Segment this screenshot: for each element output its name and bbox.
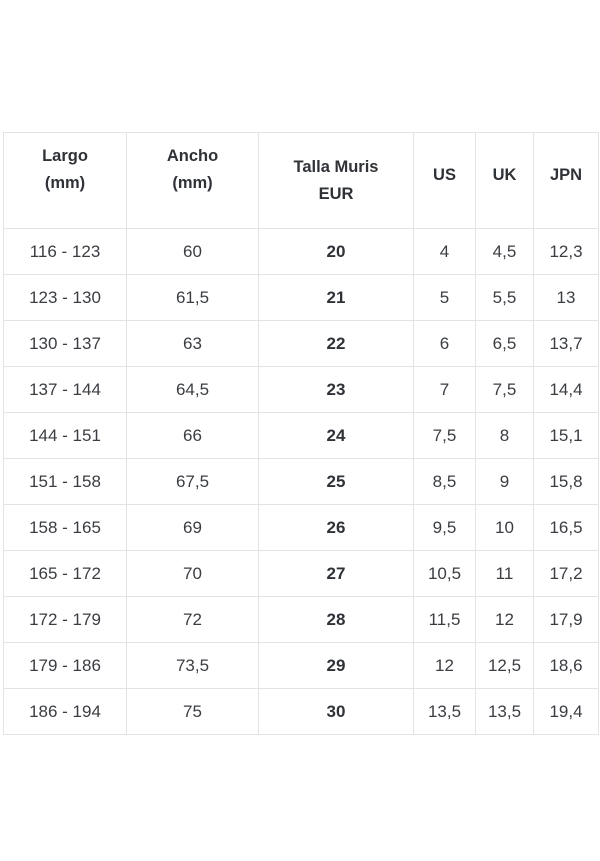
table-row: 123 - 130 61,5 21 5 5,5 13 (3, 274, 599, 321)
cell-largo: 151 - 158 (3, 458, 127, 505)
cell-jpn: 19,4 (533, 688, 599, 735)
cell-uk: 12,5 (475, 642, 534, 689)
cell-jpn: 16,5 (533, 504, 599, 551)
cell-jpn: 12,3 (533, 228, 599, 275)
cell-ancho: 72 (126, 596, 259, 643)
header-talla-eur-line1: Talla Muris (293, 157, 379, 176)
header-ancho-line2: (mm) (172, 174, 213, 192)
cell-uk: 13,5 (475, 688, 534, 735)
table-row: 158 - 165 69 26 9,5 10 16,5 (3, 504, 599, 551)
cell-ancho: 69 (126, 504, 259, 551)
cell-uk: 4,5 (475, 228, 534, 275)
table-row: 137 - 144 64,5 23 7 7,5 14,4 (3, 366, 599, 413)
cell-us: 10,5 (413, 550, 476, 597)
cell-talla-eur: 28 (258, 596, 414, 643)
cell-ancho: 63 (126, 320, 259, 367)
cell-uk: 12 (475, 596, 534, 643)
cell-talla-eur: 26 (258, 504, 414, 551)
cell-uk: 10 (475, 504, 534, 551)
cell-ancho: 75 (126, 688, 259, 735)
header-talla-eur: Talla Muris EUR (258, 132, 414, 229)
cell-talla-eur: 30 (258, 688, 414, 735)
cell-uk: 11 (475, 550, 534, 597)
size-chart-table: Largo (mm) Ancho (mm) Talla Muris EUR US UK JPN … (3, 132, 599, 735)
cell-talla-eur: 20 (258, 228, 414, 275)
cell-us: 4 (413, 228, 476, 275)
cell-us: 8,5 (413, 458, 476, 505)
cell-jpn: 13 (533, 274, 599, 321)
cell-largo: 158 - 165 (3, 504, 127, 551)
cell-largo: 137 - 144 (3, 366, 127, 413)
table-row: 179 - 186 73,5 29 12 12,5 18,6 (3, 642, 599, 689)
cell-talla-eur: 24 (258, 412, 414, 459)
cell-talla-eur: 29 (258, 642, 414, 689)
cell-uk: 9 (475, 458, 534, 505)
cell-jpn: 17,2 (533, 550, 599, 597)
cell-jpn: 18,6 (533, 642, 599, 689)
cell-talla-eur: 23 (258, 366, 414, 413)
header-uk: UK (475, 132, 534, 229)
cell-largo: 165 - 172 (3, 550, 127, 597)
cell-talla-eur: 22 (258, 320, 414, 367)
header-ancho: Ancho (mm) (126, 132, 259, 229)
header-row: Largo (mm) Ancho (mm) Talla Muris EUR US UK JPN (3, 132, 599, 229)
cell-largo: 179 - 186 (3, 642, 127, 689)
header-largo-line1: Largo (42, 147, 88, 165)
header-largo: Largo (mm) (3, 132, 127, 229)
table-row: 144 - 151 66 24 7,5 8 15,1 (3, 412, 599, 459)
cell-ancho: 61,5 (126, 274, 259, 321)
table-row: 165 - 172 70 27 10,5 11 17,2 (3, 550, 599, 597)
header-us: US (413, 132, 476, 229)
cell-jpn: 17,9 (533, 596, 599, 643)
cell-us: 13,5 (413, 688, 476, 735)
cell-largo: 123 - 130 (3, 274, 127, 321)
cell-uk: 6,5 (475, 320, 534, 367)
header-jpn-line1: JPN (549, 166, 583, 184)
cell-largo: 144 - 151 (3, 412, 127, 459)
cell-us: 7,5 (413, 412, 476, 459)
table-row: 130 - 137 63 22 6 6,5 13,7 (3, 320, 599, 367)
table-row: 172 - 179 72 28 11,5 12 17,9 (3, 596, 599, 643)
cell-jpn: 14,4 (533, 366, 599, 413)
header-largo-line2: (mm) (44, 174, 86, 192)
cell-us: 9,5 (413, 504, 476, 551)
header-jpn: JPN (533, 132, 599, 229)
cell-ancho: 67,5 (126, 458, 259, 505)
cell-ancho: 73,5 (126, 642, 259, 689)
table-row: 186 - 194 75 30 13,5 13,5 19,4 (3, 688, 599, 735)
cell-talla-eur: 21 (258, 274, 414, 321)
table-row: 151 - 158 67,5 25 8,5 9 15,8 (3, 458, 599, 505)
table-row: 116 - 123 60 20 4 4,5 12,3 (3, 228, 599, 275)
cell-ancho: 64,5 (126, 366, 259, 413)
header-ancho-line1: Ancho (166, 147, 219, 165)
cell-us: 5 (413, 274, 476, 321)
cell-uk: 5,5 (475, 274, 534, 321)
cell-jpn: 15,1 (533, 412, 599, 459)
cell-uk: 7,5 (475, 366, 534, 413)
cell-us: 11,5 (413, 596, 476, 643)
cell-ancho: 66 (126, 412, 259, 459)
cell-jpn: 13,7 (533, 320, 599, 367)
cell-largo: 186 - 194 (3, 688, 127, 735)
cell-jpn: 15,8 (533, 458, 599, 505)
header-uk-line1: UK (492, 166, 517, 184)
cell-largo: 130 - 137 (3, 320, 127, 367)
cell-ancho: 60 (126, 228, 259, 275)
cell-talla-eur: 25 (258, 458, 414, 505)
cell-largo: 116 - 123 (3, 228, 127, 275)
cell-largo: 172 - 179 (3, 596, 127, 643)
cell-uk: 8 (475, 412, 534, 459)
header-us-line1: US (433, 166, 456, 184)
cell-us: 12 (413, 642, 476, 689)
cell-talla-eur: 27 (258, 550, 414, 597)
header-talla-eur-line2: EUR (318, 184, 354, 203)
cell-us: 7 (413, 366, 476, 413)
cell-ancho: 70 (126, 550, 259, 597)
cell-us: 6 (413, 320, 476, 367)
